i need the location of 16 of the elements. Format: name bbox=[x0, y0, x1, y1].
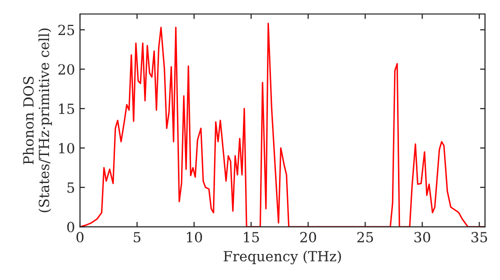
x-tick-label: 5 bbox=[134, 232, 140, 242]
y-tick-label: 0 bbox=[67, 222, 74, 232]
x-tick-label: 10 bbox=[186, 232, 202, 242]
y-axis-title: Phonon DOS (States/THz·primitive cell) bbox=[22, 28, 52, 212]
x-tick-label: 20 bbox=[300, 232, 316, 242]
x-tick-label: 30 bbox=[414, 232, 430, 242]
x-tick-label: 35 bbox=[472, 232, 488, 242]
x-tick-label: 25 bbox=[357, 232, 373, 242]
y-tick-label: 5 bbox=[67, 182, 74, 193]
y-tick-label: 15 bbox=[59, 104, 74, 114]
x-tick-label: 15 bbox=[244, 232, 259, 242]
x-tick-label: 0 bbox=[76, 232, 84, 242]
y-tick-label: 10 bbox=[59, 142, 74, 154]
x-axis-title: Frequency (THz) bbox=[224, 250, 341, 264]
y-tick-label: 25 bbox=[58, 24, 74, 36]
y-tick-label: 20 bbox=[58, 64, 74, 75]
